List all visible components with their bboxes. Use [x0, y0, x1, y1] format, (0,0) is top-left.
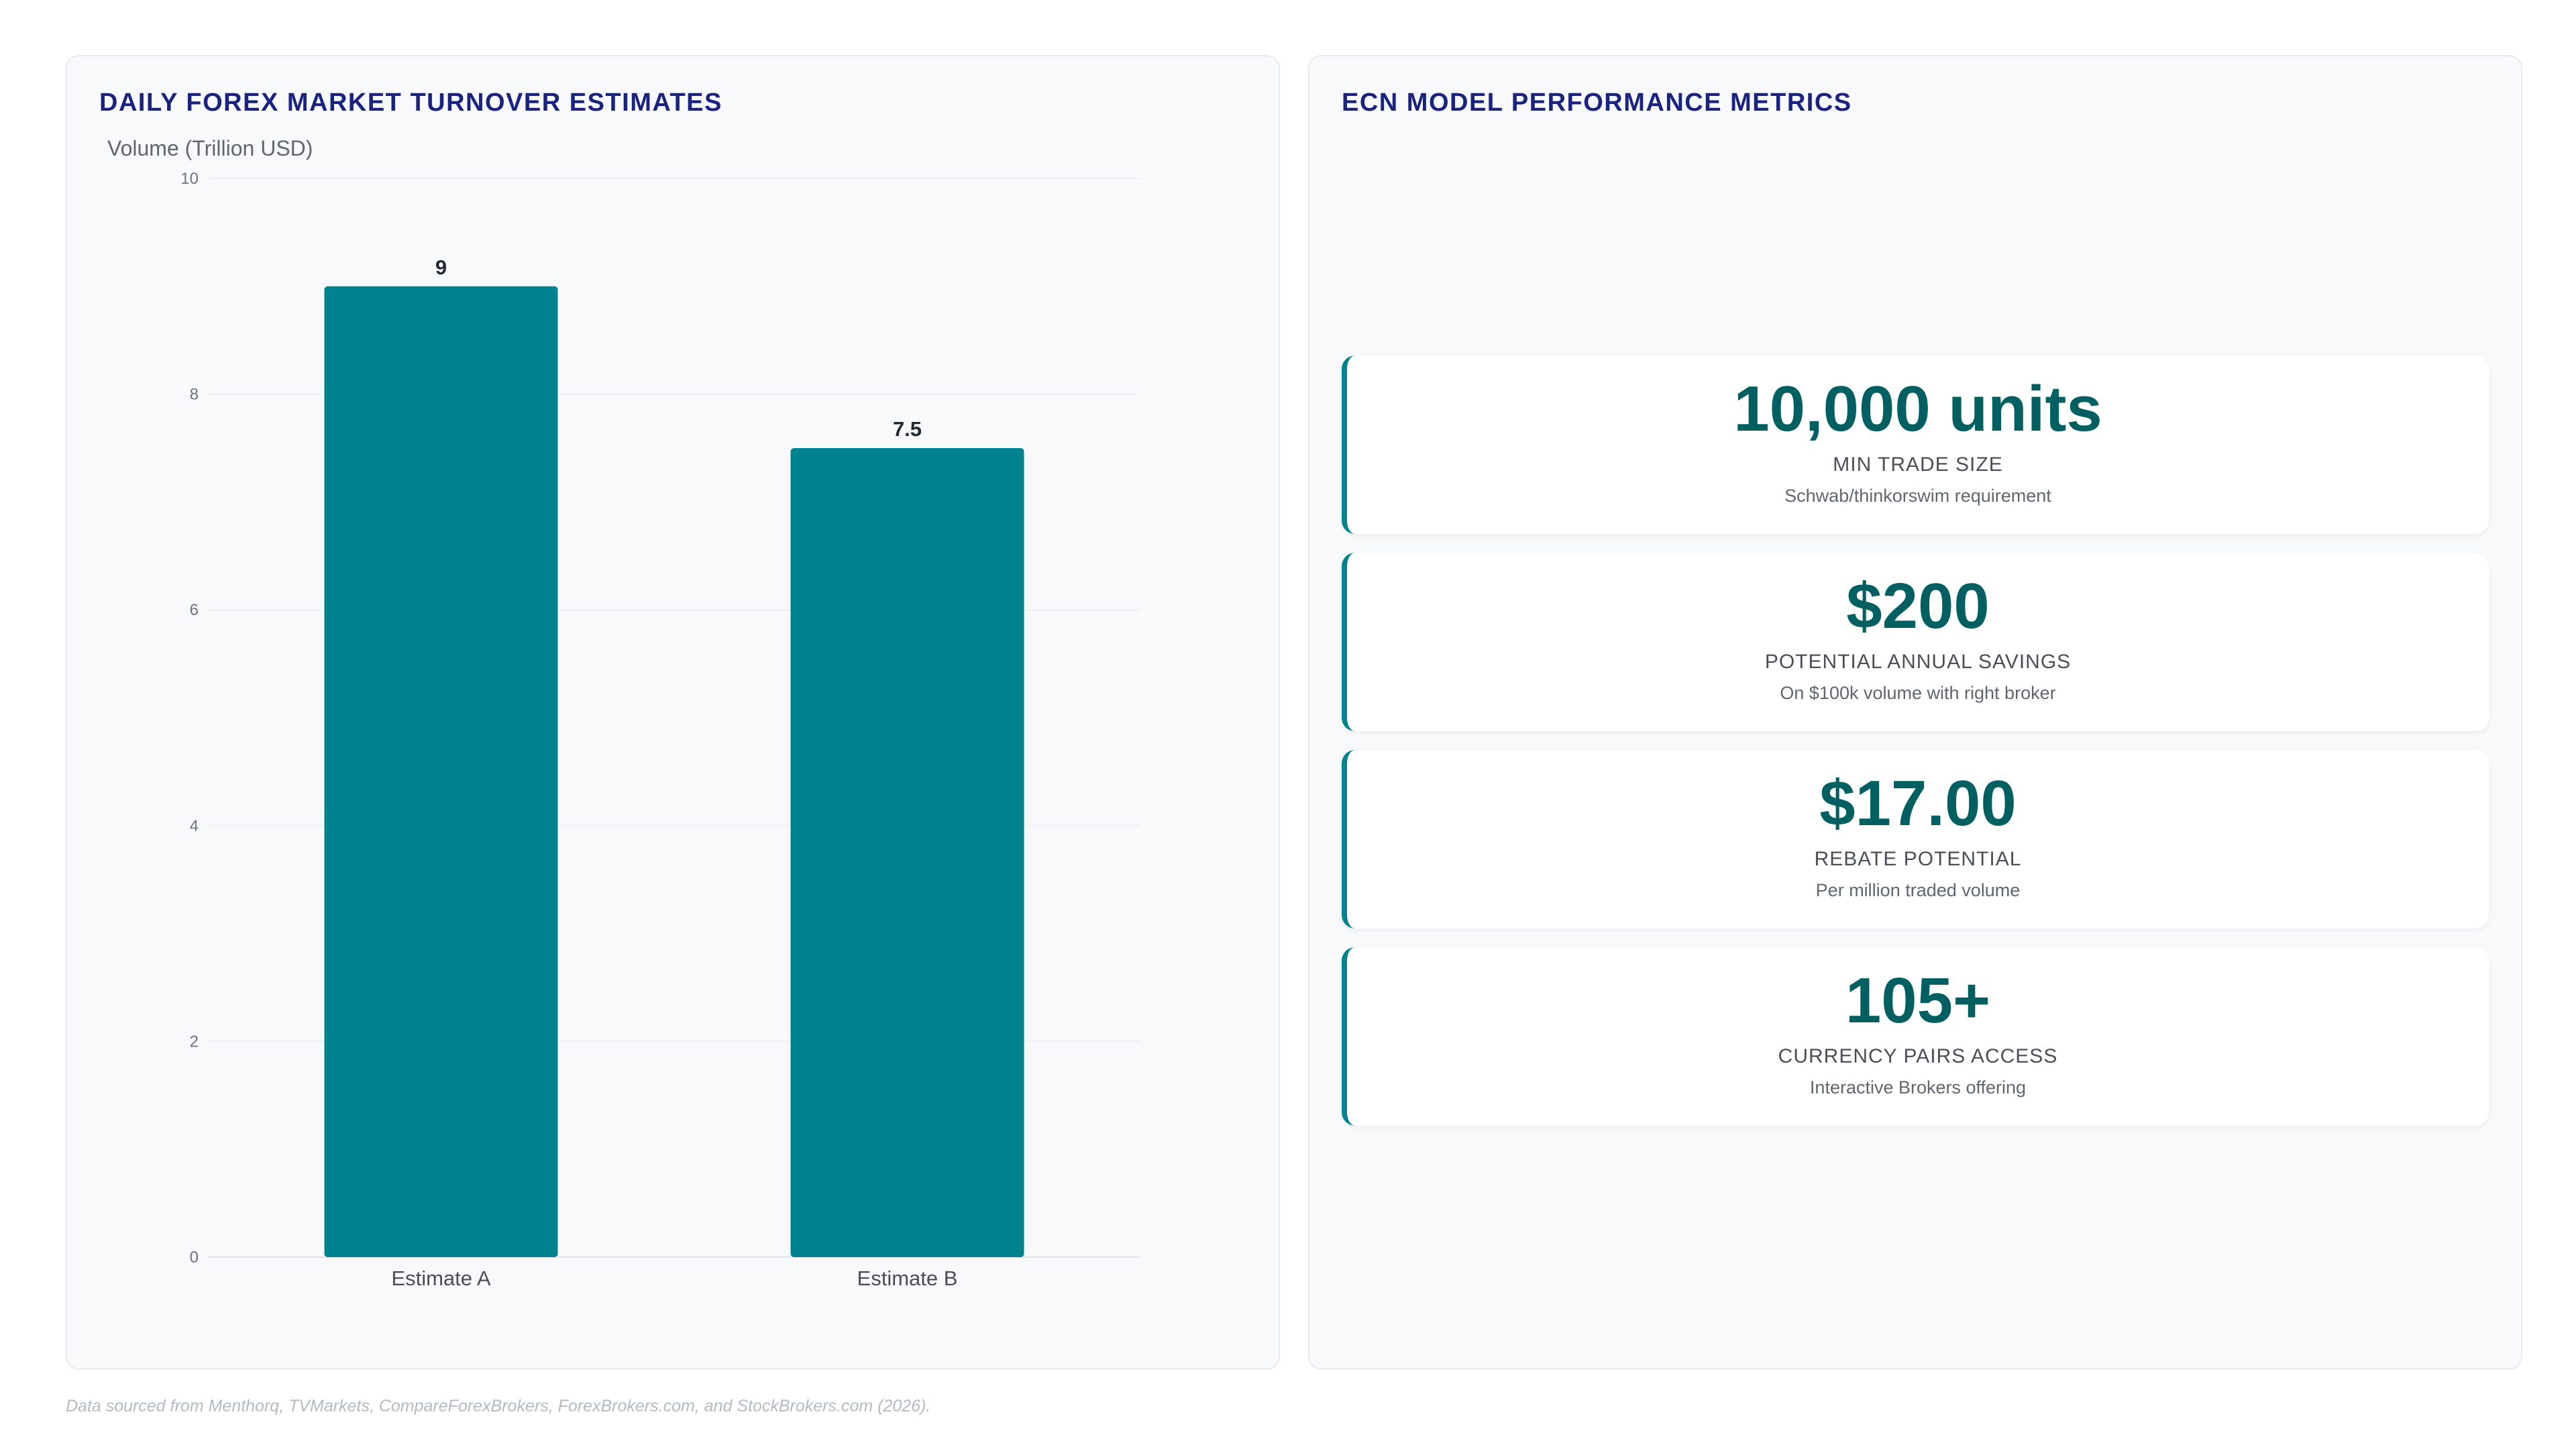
bar-value-label: 9 — [435, 256, 447, 279]
metric-card-currency-pairs: 105+ CURRENCY PAIRS ACCESS Interactive B… — [1342, 947, 2489, 1126]
y-tick-label: 10 — [180, 170, 199, 188]
x-tick-label: Estimate A — [391, 1267, 490, 1290]
bar — [324, 286, 558, 1257]
metric-value: $200 — [1846, 570, 1990, 642]
y-axis-title: Volume (Trillion USD) — [107, 136, 313, 160]
y-tick-label: 4 — [190, 817, 199, 835]
metric-card-min-trade-size: 10,000 units MIN TRADE SIZE Schwab/think… — [1342, 356, 2489, 534]
y-tick-label: 6 — [190, 601, 199, 619]
metric-value: $17.00 — [1819, 767, 2017, 839]
y-tick-label: 0 — [190, 1248, 199, 1267]
metrics-panel-title: ECN MODEL PERFORMANCE METRICS — [1342, 89, 1852, 117]
metric-card-rebate-potential: $17.00 REBATE POTENTIAL Per million trad… — [1342, 750, 2489, 928]
metric-label: MIN TRADE SIZE — [1833, 453, 2003, 476]
bar-value-label: 7.5 — [893, 417, 922, 441]
metric-value: 105+ — [1845, 965, 1991, 1036]
source-footnote: Data sourced from Menthorq, TVMarkets, C… — [66, 1397, 931, 1415]
metric-label: REBATE POTENTIAL — [1814, 848, 2022, 870]
y-tick-label: 8 — [190, 386, 199, 404]
x-tick-label: Estimate B — [857, 1267, 958, 1290]
metric-description: Interactive Brokers offering — [1809, 1077, 2027, 1097]
turnover-chart-panel: DAILY FOREX MARKET TURNOVER ESTIMATES Vo… — [66, 55, 1280, 1370]
ecn-metrics-panel: ECN MODEL PERFORMANCE METRICS 10,000 uni… — [1308, 55, 2522, 1370]
metric-description: Schwab/thinkorswim requirement — [1784, 486, 2051, 506]
metric-description: Per million traded volume — [1815, 880, 2021, 900]
metric-description: On $100k volume with right broker — [1780, 683, 2056, 703]
metric-label: CURRENCY PAIRS ACCESS — [1778, 1045, 2058, 1067]
bar — [790, 448, 1024, 1257]
chart-panel-title: DAILY FOREX MARKET TURNOVER ESTIMATES — [99, 89, 722, 117]
turnover-bar-chart: Volume (Trillion USD) 0 2 4 6 8 10 9 Estimate A 7… — [107, 136, 1140, 1290]
metric-card-annual-savings: $200 POTENTIAL ANNUAL SAVINGS On $100k v… — [1342, 553, 2489, 731]
metric-value: 10,000 units — [1733, 373, 2102, 445]
y-tick-label: 2 — [190, 1032, 199, 1051]
metric-label: POTENTIAL ANNUAL SAVINGS — [1764, 651, 2072, 673]
